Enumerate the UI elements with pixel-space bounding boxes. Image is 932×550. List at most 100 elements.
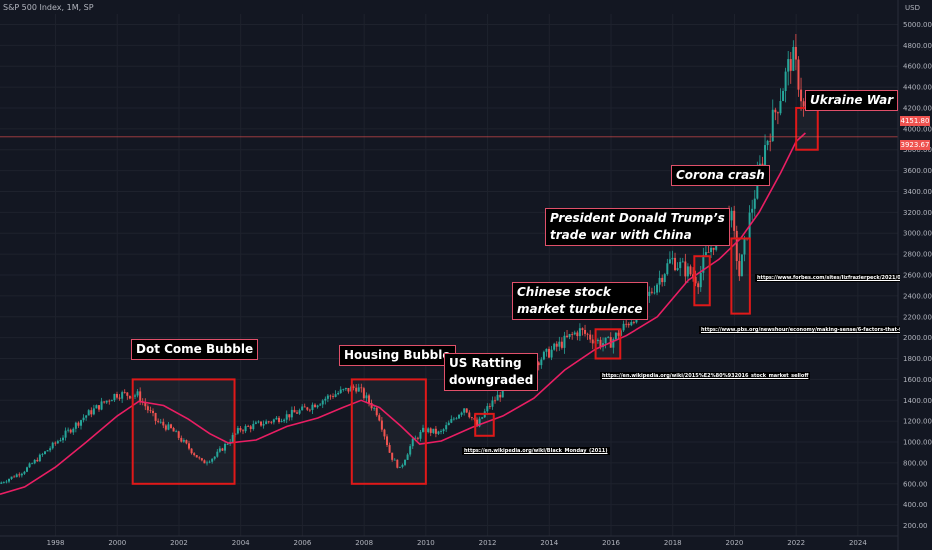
candle-body	[599, 339, 602, 347]
y-tick-label: 2000.00	[903, 334, 932, 342]
candle-body	[265, 421, 268, 425]
candlestick-series	[0, 33, 808, 485]
link-pbs[interactable]: https://www.pbs.org/newshour/economy/mak…	[699, 326, 900, 334]
candle-body	[393, 459, 396, 461]
link-stock-selloff[interactable]: https://en.wikipedia.org/wiki/2015%E2%80…	[600, 372, 811, 380]
y-tick-label: 3200.00	[903, 209, 932, 217]
candle-body	[239, 428, 242, 431]
candle-body	[182, 440, 185, 442]
moving-average-line	[0, 132, 806, 495]
candle-body	[208, 461, 211, 463]
candle-body	[622, 323, 625, 331]
candle-body	[170, 424, 173, 428]
candle-body	[486, 406, 489, 412]
candle-body	[478, 418, 481, 427]
x-tick-label: 2020	[726, 539, 744, 547]
event-box-us-rating	[474, 412, 495, 437]
candle-body	[326, 395, 329, 399]
candle-body	[368, 395, 371, 403]
candle-body	[244, 426, 247, 432]
annotation-trade-war[interactable]: President Donald Trump’s trade war with …	[545, 208, 730, 246]
candle-body	[211, 458, 214, 462]
candle-body	[632, 322, 635, 323]
annotation-corona[interactable]: Corona crash	[671, 165, 770, 186]
candle-body	[213, 456, 216, 459]
candle-body	[67, 429, 70, 431]
candle-body	[740, 254, 743, 277]
candle-body	[545, 348, 548, 352]
candle-body	[254, 422, 257, 424]
link-black-monday[interactable]: https://en.wikipedia.org/wiki/Black_Mond…	[462, 447, 610, 455]
candle-body	[550, 349, 553, 358]
candle-body	[488, 406, 491, 407]
candle-body	[625, 323, 628, 325]
candle-body	[568, 334, 571, 337]
candle-body	[658, 277, 661, 285]
candle-body	[710, 247, 713, 253]
candle-body	[789, 59, 792, 71]
link-forbes[interactable]: https://www.forbes.com/sites/lizfrazierp…	[755, 274, 900, 282]
annotation-china[interactable]: Chinese stock market turbulence	[512, 282, 648, 320]
candle-body	[800, 89, 803, 102]
candle-body	[614, 332, 617, 340]
candle-body	[571, 334, 574, 335]
annotation-us-rating[interactable]: US Ratting downgraded	[444, 353, 539, 391]
candle-body	[0, 482, 3, 484]
candle-body	[702, 255, 705, 273]
event-box-fill-dotcom	[132, 379, 235, 484]
candle-body	[64, 430, 67, 438]
candle-body	[260, 421, 263, 426]
y-tick-label: 4600.00	[903, 63, 932, 71]
candle-body	[422, 427, 425, 432]
candle-body	[769, 140, 772, 142]
candle-body	[249, 426, 252, 430]
annotation-ukraine[interactable]: Ukraine War	[805, 90, 899, 111]
candle-body	[69, 429, 72, 433]
y-tick-label: 4000.00	[903, 125, 932, 133]
x-tick-label: 1998	[47, 539, 65, 547]
y-tick-label: 4800.00	[903, 42, 932, 50]
candle-body	[398, 466, 401, 468]
candle-body	[468, 412, 471, 418]
annotation-housing[interactable]: Housing Bubble	[339, 345, 456, 366]
candle-body	[303, 406, 306, 408]
candle-body	[476, 419, 479, 427]
candle-body	[774, 109, 777, 113]
candle-body	[458, 414, 461, 419]
y-tick-label: 2200.00	[903, 313, 932, 321]
candle-body	[82, 417, 85, 421]
candle-body	[699, 272, 702, 288]
candle-body	[347, 387, 350, 392]
y-tick-label: 1800.00	[903, 355, 932, 363]
candle-body	[352, 386, 355, 388]
candle-body	[692, 274, 695, 277]
y-tick-label: 2600.00	[903, 272, 932, 280]
candle-body	[31, 463, 34, 465]
candle-body	[193, 453, 196, 456]
annotation-dotcom[interactable]: Dot Come Bubble	[131, 339, 259, 360]
candle-body	[98, 405, 101, 410]
y-tick-label: 1400.00	[903, 397, 932, 405]
candle-body	[481, 417, 484, 419]
candle-body	[416, 437, 419, 439]
candle-body	[653, 292, 656, 294]
candle-body	[581, 328, 584, 330]
candle-body	[566, 335, 569, 337]
candle-body	[537, 362, 540, 366]
candle-body	[802, 101, 805, 107]
candle-body	[784, 71, 787, 91]
candle-body	[499, 394, 502, 398]
candle-body	[236, 428, 239, 434]
x-tick-label: 2014	[540, 539, 558, 547]
candle-body	[92, 408, 95, 415]
candle-body	[159, 421, 162, 423]
candle-body	[175, 431, 178, 433]
candle-body	[105, 400, 108, 403]
candle-body	[103, 401, 106, 403]
candle-body	[144, 402, 147, 407]
candle-body	[185, 440, 188, 444]
candle-body	[314, 404, 317, 408]
candle-body	[28, 463, 31, 468]
candle-body	[334, 394, 337, 397]
